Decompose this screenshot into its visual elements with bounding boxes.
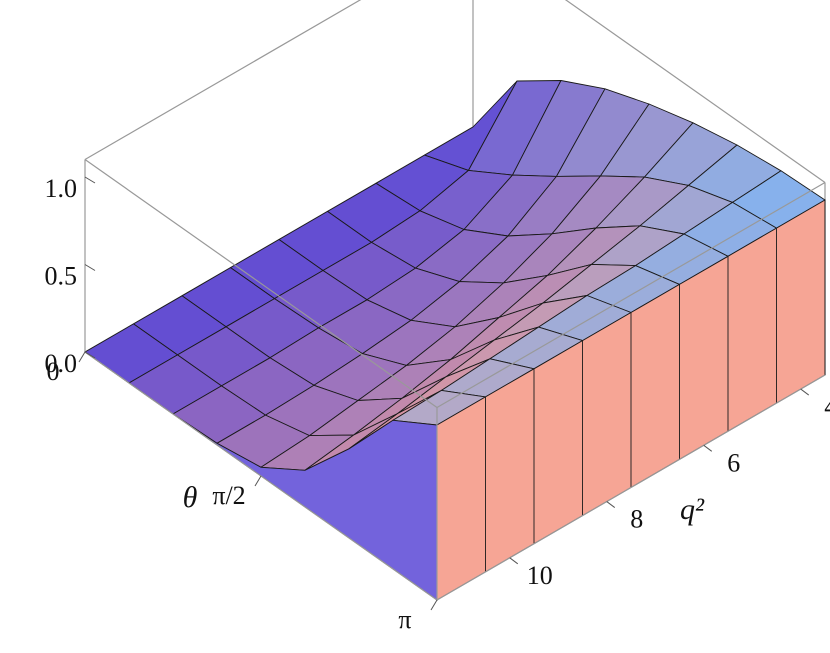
y-tick [800, 388, 810, 396]
box-edge [84, 159, 438, 408]
x-tick-label: 0 [47, 357, 60, 386]
x-axis-label: θ [183, 481, 198, 514]
box-edge [436, 374, 826, 601]
box-edge [84, 0, 362, 161]
box-edge [436, 181, 826, 409]
y-tick-label: 4 [824, 392, 830, 421]
y-axis-label: q² [680, 493, 705, 526]
x-tick [254, 475, 262, 487]
x-tick [78, 351, 86, 363]
z-tick [84, 264, 96, 271]
y-tick [606, 501, 616, 508]
y-tick-label: 6 [727, 448, 740, 477]
y-tick-label: 8 [630, 505, 643, 534]
z-tick [84, 176, 96, 184]
z-tick-label: 0.5 [45, 261, 78, 290]
y-tick [509, 557, 519, 565]
box-edge [564, 0, 826, 183]
z-tick-label: 1.0 [45, 174, 78, 203]
z-tick [84, 351, 96, 359]
x-tick-label: π/2 [212, 481, 245, 510]
x-tick [430, 599, 438, 611]
y-tick-label: 10 [527, 561, 553, 590]
y-tick [703, 444, 713, 452]
z-tick-label: 0.0 [45, 349, 78, 378]
x-tick-label: π [398, 605, 411, 634]
